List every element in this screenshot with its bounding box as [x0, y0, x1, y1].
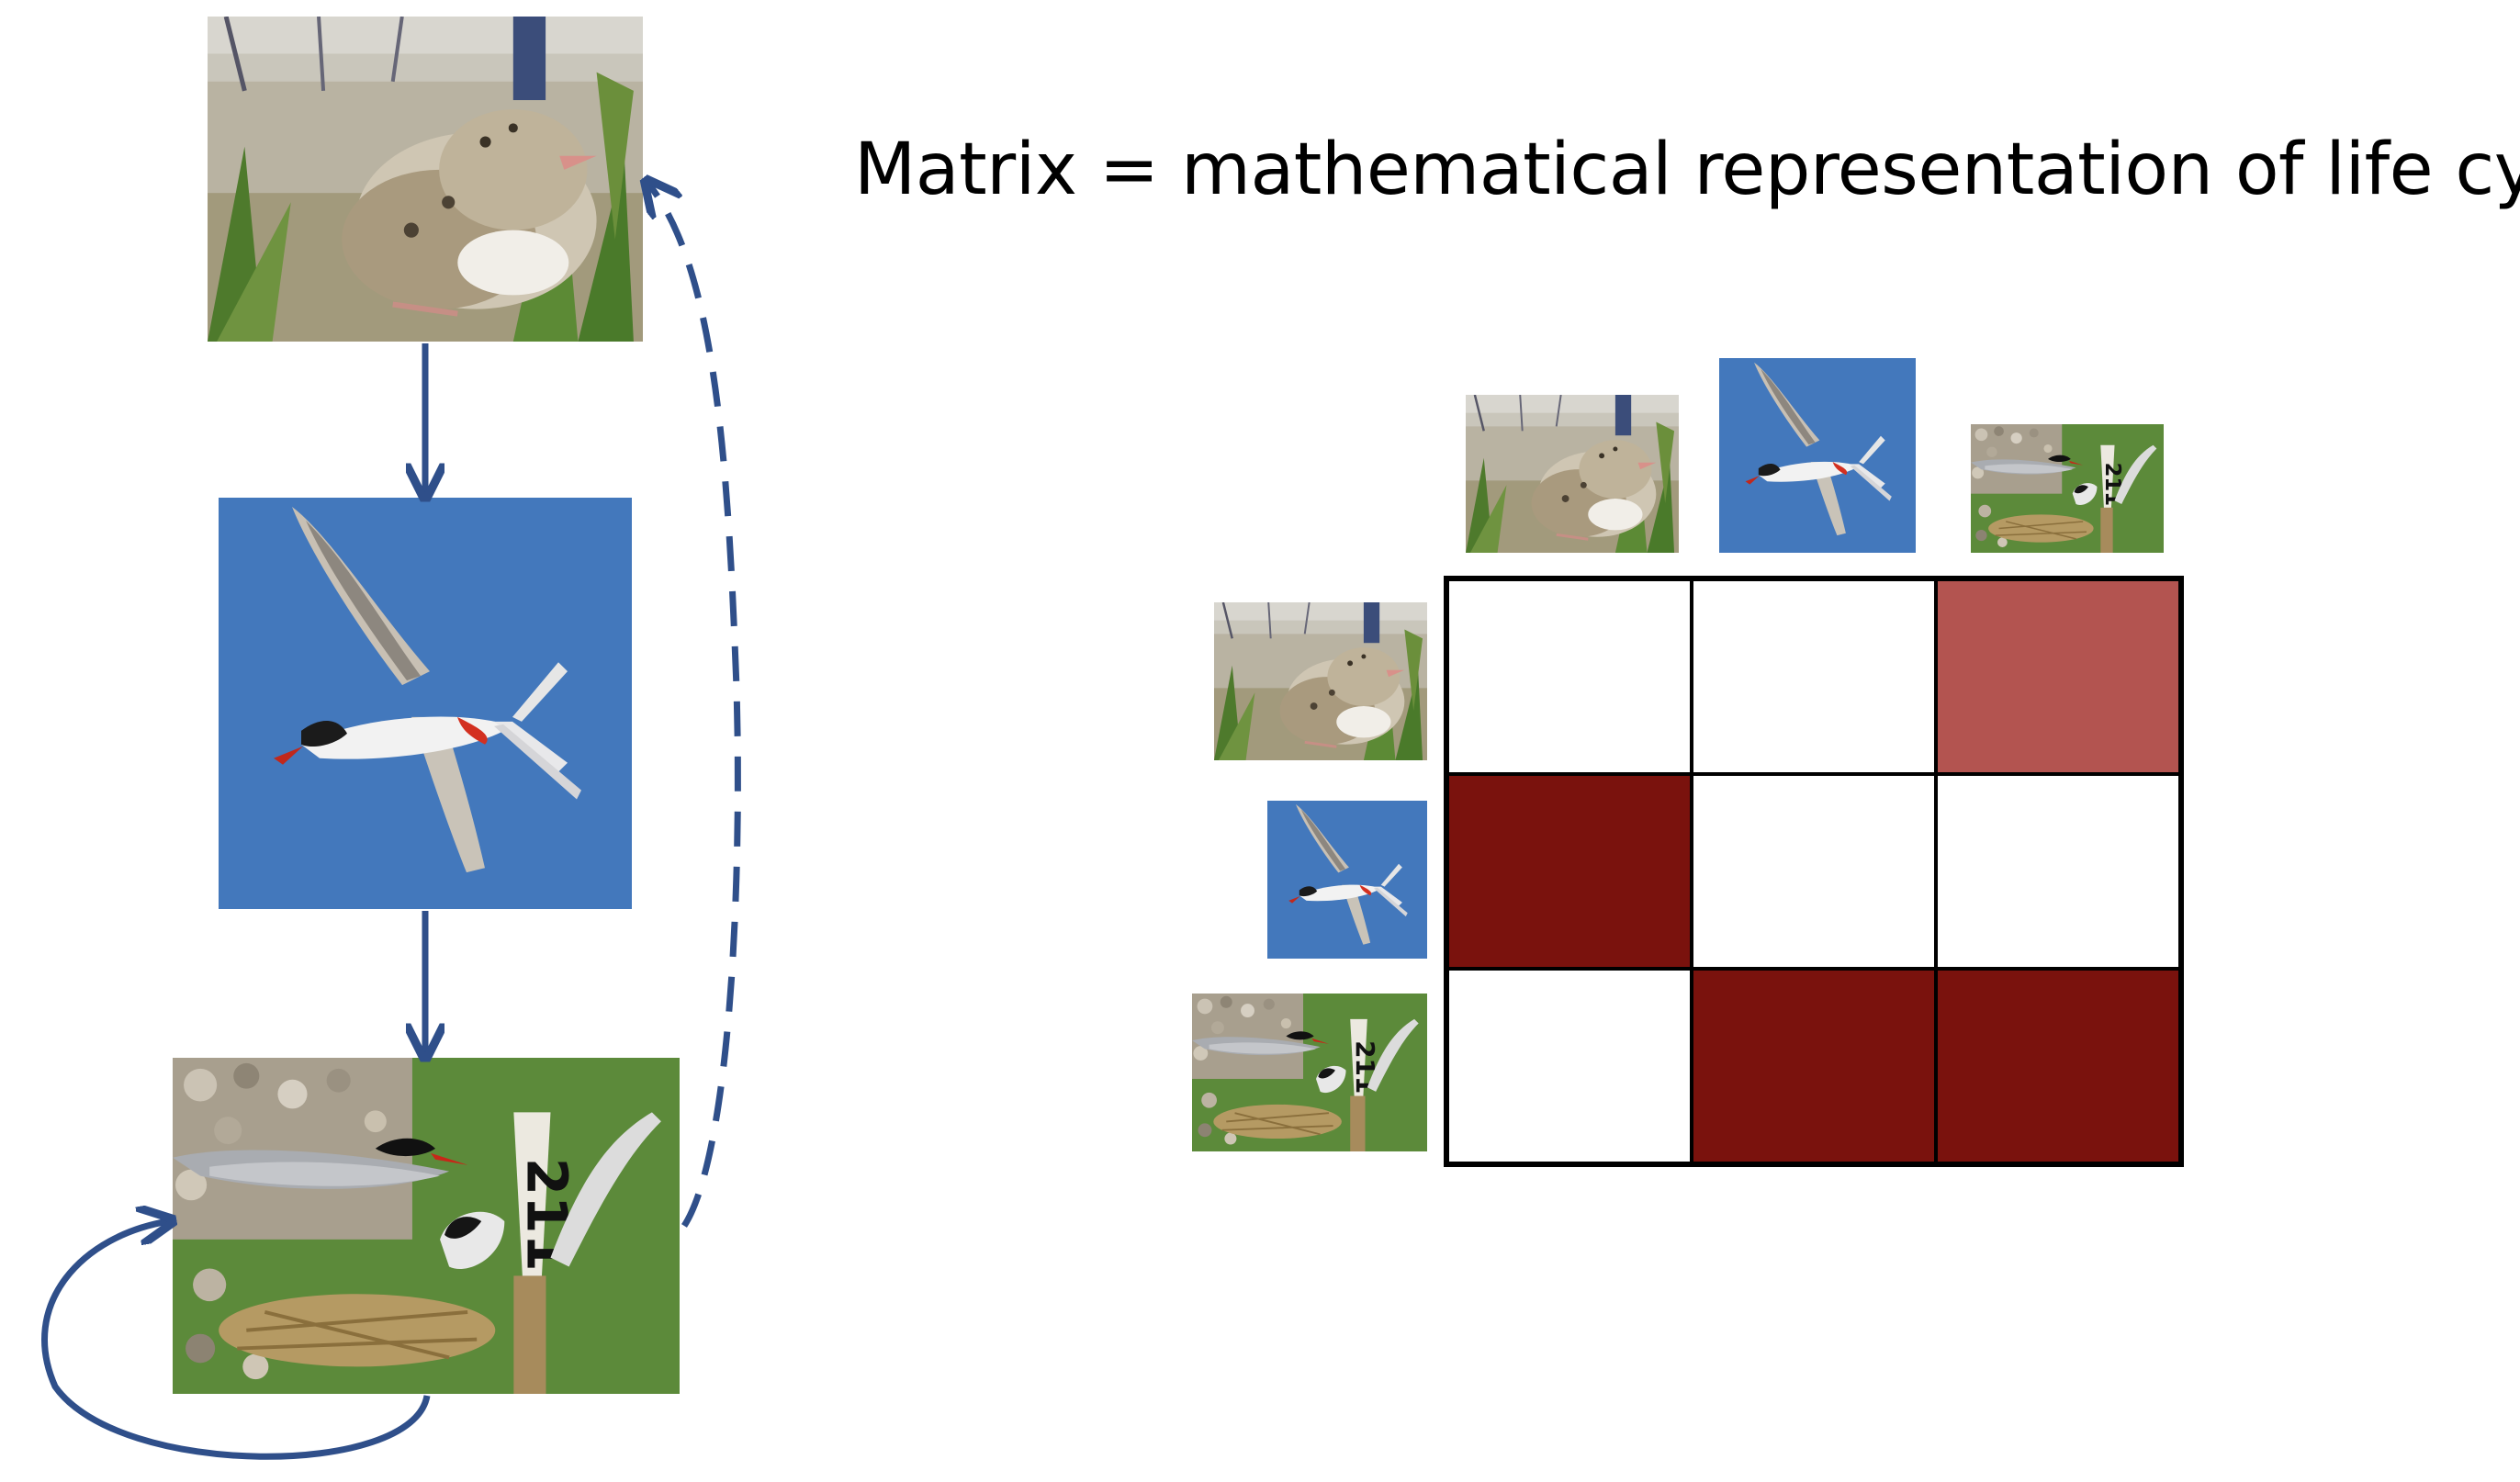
matrix-cell-r2-c2	[1693, 776, 1934, 967]
matrix-cell-r1-c2	[1693, 581, 1934, 772]
matrix-cell-r3-c1	[1449, 971, 1690, 1162]
matrix-cell-r1-c3	[1938, 581, 2178, 772]
chick-photo	[208, 17, 643, 342]
row-header-adult	[1192, 994, 1427, 1151]
page-title: Matrix = mathematical representation of …	[854, 129, 2520, 211]
matrix-cell-r2-c1	[1449, 776, 1690, 967]
transition-matrix	[1444, 576, 2184, 1167]
matrix-cell-r3-c3	[1938, 971, 2178, 1162]
matrix-cell-r1-c1	[1449, 581, 1690, 772]
column-header-juvenile	[1719, 358, 1916, 553]
column-header-chick	[1466, 395, 1679, 553]
row-header-juvenile	[1267, 801, 1427, 959]
row-header-chick	[1214, 602, 1427, 760]
flying-tern-photo	[219, 498, 632, 909]
column-header-adult	[1971, 424, 2164, 553]
matrix-cell-r3-c2	[1693, 971, 1934, 1162]
matrix-cell-r2-c3	[1938, 776, 2178, 967]
nesting-tern-photo	[173, 1058, 680, 1394]
